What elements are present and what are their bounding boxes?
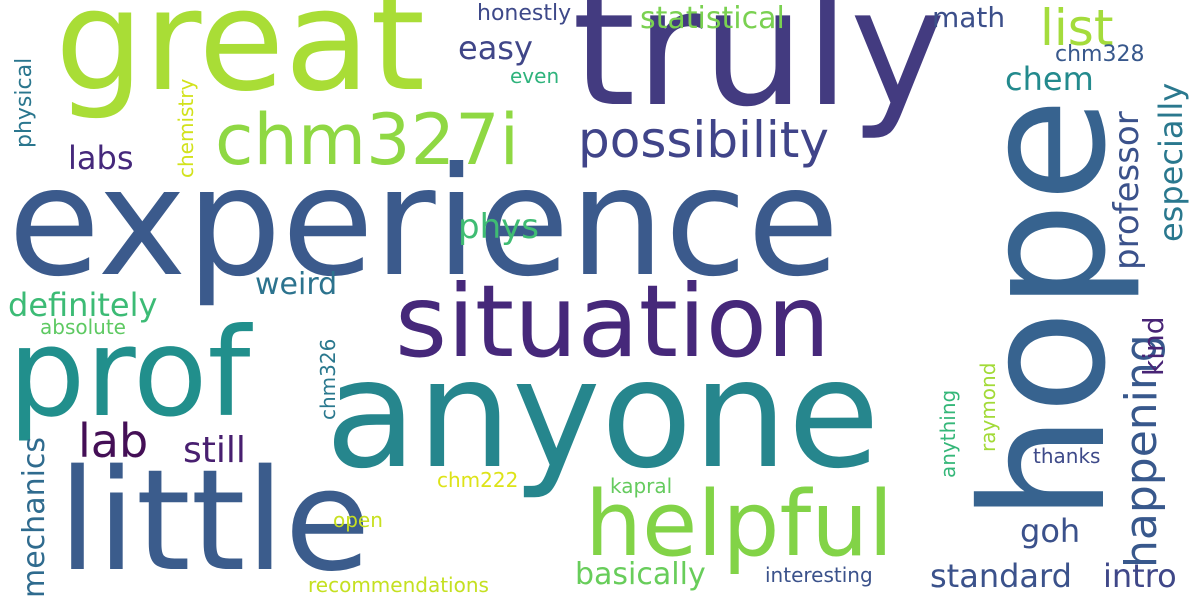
word-especially: especially [1152, 82, 1190, 242]
word-situation: situation [395, 263, 831, 380]
word-helpful: helpful [585, 472, 894, 577]
word-kapral: kapral [610, 474, 673, 498]
word-goh: goh [1020, 512, 1081, 550]
word-possibility: possibility [578, 111, 829, 169]
word-standard: standard [930, 557, 1072, 595]
word-lab: lab [78, 414, 149, 468]
word-chm327i: chm327i [215, 99, 520, 181]
word-little: little [58, 440, 371, 600]
word-basically: basically [575, 557, 706, 592]
word-mechanics: mechanics [17, 436, 52, 598]
word-experience: experience [8, 136, 840, 310]
word-chem: chem [1005, 60, 1094, 98]
word-kind: kind [1137, 316, 1170, 376]
word-math: math [932, 1, 1006, 34]
word-chemistry: chemistry [174, 78, 198, 178]
word-prof: prof [8, 302, 251, 444]
word-labs: labs [68, 139, 134, 177]
word-honestly: honestly [477, 1, 572, 26]
word-truly: truly [572, 0, 946, 143]
word-anyone: anyone [325, 328, 880, 502]
word-chm328: chm328 [1055, 42, 1145, 67]
word-great: great [55, 0, 426, 123]
word-easy: easy [458, 29, 533, 67]
word-intro: intro [1103, 557, 1177, 595]
word-statistical: statistical [640, 1, 785, 36]
word-definitely: definitely [8, 286, 158, 324]
word-raymond: raymond [976, 362, 1000, 452]
word-physical: physical [12, 57, 37, 148]
word-phys: phys [458, 207, 539, 247]
word-anything: anything [936, 389, 960, 478]
word-open: open [333, 508, 383, 532]
word-list: list [1040, 0, 1114, 57]
word-professor: professor [1107, 111, 1147, 270]
word-chm326: chm326 [316, 338, 340, 420]
word-weird: weird [255, 267, 338, 302]
word-even: even [510, 64, 560, 88]
word-chm222: chm222 [437, 468, 519, 492]
word-absolute: absolute [40, 315, 126, 339]
word-recommendations: recommendations [308, 573, 489, 597]
word-interesting: interesting [765, 563, 873, 587]
word-thanks: thanks [1033, 444, 1101, 468]
word-still: still [183, 430, 246, 471]
